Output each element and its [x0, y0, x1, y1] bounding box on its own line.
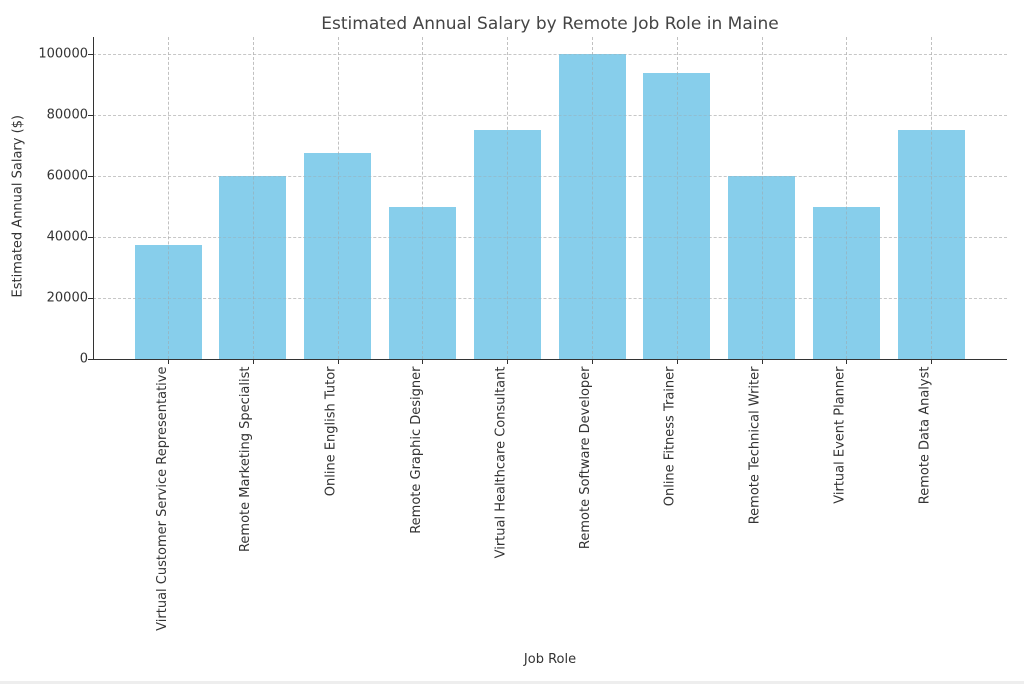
y-tick-label: 100000: [38, 46, 88, 62]
y-axis-line: [93, 37, 94, 359]
gridline-vertical: [422, 37, 424, 359]
y-tick-label: 0: [79, 351, 88, 367]
x-axis-line: [93, 359, 1007, 360]
y-tick-mark: [88, 176, 93, 177]
gridline-vertical: [337, 37, 339, 359]
gridline-horizontal: [93, 237, 1007, 238]
x-tick-label: Online English Tutor: [323, 366, 339, 496]
x-tick-mark: [931, 359, 933, 364]
gridline-horizontal: [93, 237, 1007, 238]
bar: [304, 153, 372, 359]
bar: [728, 176, 796, 359]
gridline-horizontal: [93, 115, 1007, 116]
bar: [388, 206, 456, 359]
y-tick-mark: [88, 237, 93, 238]
plot-area: [93, 37, 1007, 359]
x-tick-mark: [676, 359, 678, 364]
x-tick-mark: [337, 359, 339, 364]
gridline-vertical: [168, 37, 169, 359]
x-tick-mark: [252, 359, 254, 364]
gridline-vertical: [422, 37, 424, 359]
y-tick-mark: [88, 115, 93, 116]
x-tick-label: Remote Data Analyst: [916, 366, 932, 504]
gridline-vertical: [676, 37, 678, 359]
gridline-horizontal: [93, 115, 1007, 116]
y-axis-title: Estimated Annual Salary ($): [10, 114, 26, 298]
bar: [219, 176, 287, 359]
bar: [134, 244, 202, 359]
x-tick-mark: [168, 359, 169, 364]
gridline-horizontal: [93, 298, 1007, 299]
gridline-horizontal: [93, 176, 1007, 177]
gridline-vertical: [846, 37, 848, 359]
y-tick-label: 80000: [46, 107, 88, 123]
gridline-vertical: [252, 37, 254, 359]
gridline-vertical: [507, 37, 509, 359]
gridline-vertical: [761, 37, 763, 359]
x-tick-label: Remote Technical Writer: [747, 366, 763, 524]
x-tick-label: Virtual Healthcare Consultant: [493, 366, 509, 558]
x-tick-label: Remote Graphic Designer: [408, 366, 424, 534]
x-tick-label: Online Fitness Trainer: [662, 366, 678, 506]
gridline-vertical: [592, 37, 593, 359]
gridline-horizontal: [93, 176, 1007, 177]
bar: [812, 206, 880, 359]
bar: [643, 73, 711, 359]
gridline-vertical: [931, 37, 933, 359]
y-tick-mark: [88, 54, 93, 55]
x-tick-mark: [846, 359, 848, 364]
x-tick-label: Virtual Event Planner: [832, 366, 848, 504]
bar: [558, 54, 626, 359]
bar: [897, 130, 965, 359]
y-tick-label: 20000: [46, 290, 88, 306]
x-tick-label: Remote Software Developer: [577, 366, 593, 549]
y-tick-mark: [88, 359, 93, 360]
y-tick-mark: [88, 298, 93, 299]
x-tick-mark: [507, 359, 509, 364]
bar: [473, 130, 541, 359]
chart-title: Estimated Annual Salary by Remote Job Ro…: [321, 14, 779, 34]
x-tick-mark: [761, 359, 763, 364]
x-tick-label: Remote Marketing Specialist: [238, 366, 254, 552]
x-axis-title: Job Role: [523, 652, 577, 667]
x-tick-label: Virtual Customer Service Representative: [154, 366, 170, 631]
y-tick-label: 40000: [46, 229, 88, 245]
gridline-horizontal: [93, 54, 1007, 55]
gridline-vertical: [168, 37, 169, 359]
y-tick-label: 60000: [46, 168, 88, 184]
x-tick-mark: [592, 359, 593, 364]
gridline-horizontal: [93, 54, 1007, 55]
bottom-border: [0, 681, 1024, 684]
gridline-vertical: [846, 37, 848, 359]
gridline-horizontal: [93, 298, 1007, 299]
x-tick-mark: [422, 359, 424, 364]
